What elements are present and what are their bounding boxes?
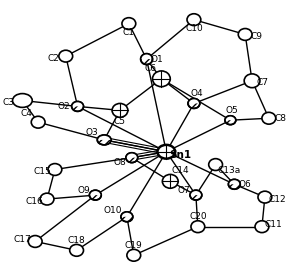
Ellipse shape [126,153,138,163]
Ellipse shape [40,193,54,205]
Ellipse shape [255,221,269,232]
Ellipse shape [238,29,252,40]
Ellipse shape [191,221,205,232]
Ellipse shape [127,249,141,261]
Polygon shape [126,153,138,158]
Text: C13a: C13a [218,166,241,175]
Ellipse shape [258,191,272,203]
Text: C19: C19 [125,241,143,250]
Ellipse shape [31,116,45,128]
Text: C15: C15 [33,167,51,176]
Text: C10: C10 [185,24,203,33]
Polygon shape [225,116,236,120]
Polygon shape [141,54,153,59]
Ellipse shape [190,190,202,200]
Ellipse shape [153,71,170,87]
Text: O7: O7 [178,186,190,195]
Ellipse shape [97,135,111,145]
Text: C4: C4 [20,109,32,118]
Ellipse shape [188,99,200,108]
Text: C11: C11 [265,220,283,229]
Polygon shape [188,99,200,103]
Ellipse shape [262,112,276,124]
Ellipse shape [70,244,84,256]
Text: C16: C16 [25,197,43,205]
Text: C8: C8 [275,114,287,123]
Text: O8: O8 [113,158,126,167]
Text: O9: O9 [77,186,90,195]
Text: C12: C12 [269,195,287,204]
Text: C18: C18 [68,236,86,245]
Ellipse shape [141,54,153,65]
Ellipse shape [72,102,84,111]
Polygon shape [190,190,202,195]
Ellipse shape [228,179,240,189]
Ellipse shape [48,164,62,176]
Polygon shape [72,102,84,106]
Text: O5: O5 [226,106,239,115]
Text: C7: C7 [257,78,269,87]
Text: C1: C1 [123,28,135,37]
Text: C2: C2 [47,54,59,63]
Text: C5: C5 [114,117,126,126]
Ellipse shape [162,174,178,188]
Text: C3: C3 [3,98,15,107]
Text: C20: C20 [189,212,207,221]
Ellipse shape [12,94,32,107]
Ellipse shape [59,50,73,62]
Ellipse shape [122,18,136,29]
Ellipse shape [121,212,133,222]
Text: C6: C6 [145,65,157,73]
Ellipse shape [28,235,42,247]
Ellipse shape [225,116,236,125]
Polygon shape [228,179,240,184]
Ellipse shape [187,14,201,26]
Polygon shape [121,212,133,217]
Text: C9: C9 [250,32,262,41]
Text: O3: O3 [85,127,98,137]
Text: O2: O2 [58,102,70,111]
Ellipse shape [209,159,223,170]
Text: Sn1: Sn1 [169,150,191,160]
Text: O10: O10 [104,206,122,215]
Text: O1: O1 [150,55,163,64]
Ellipse shape [112,103,128,117]
Text: O6: O6 [239,180,251,189]
Text: C14: C14 [171,166,189,175]
Ellipse shape [89,190,101,200]
Ellipse shape [244,74,260,88]
Text: C17: C17 [14,235,31,244]
Text: O4: O4 [191,89,203,98]
Polygon shape [97,135,111,140]
Polygon shape [89,190,101,195]
Ellipse shape [158,145,175,159]
